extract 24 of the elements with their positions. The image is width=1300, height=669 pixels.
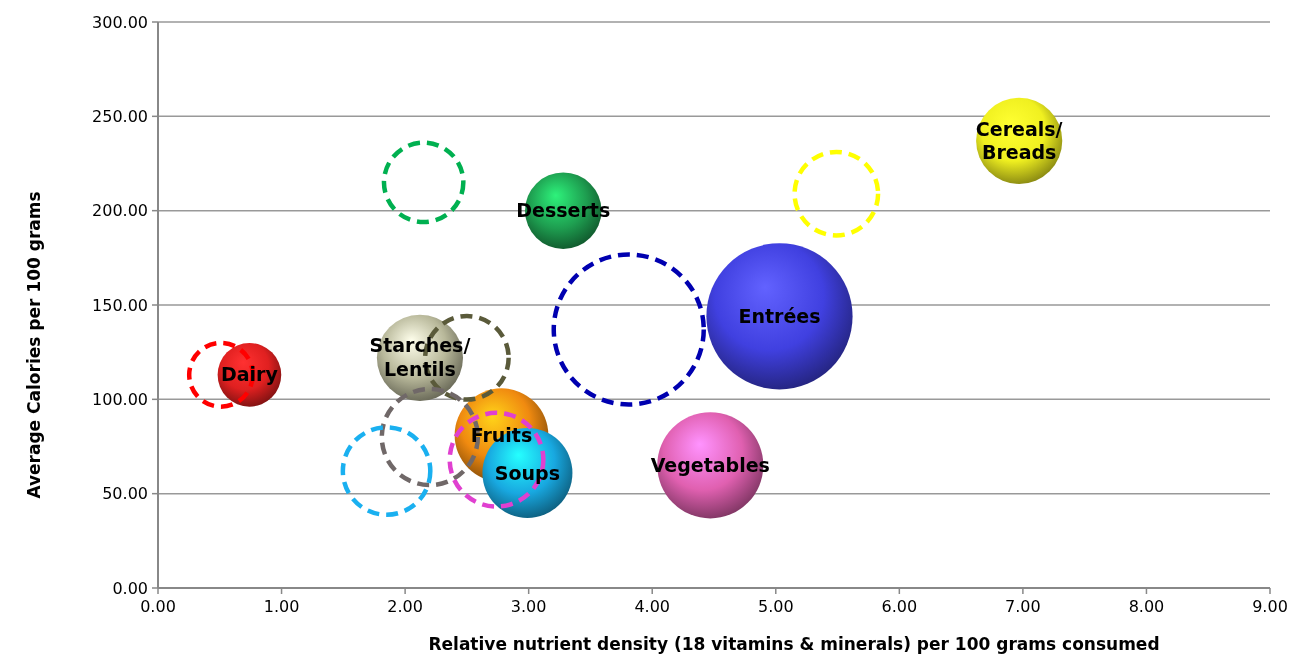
x-tick-label: 0.00 bbox=[140, 597, 176, 616]
x-tick-label: 9.00 bbox=[1252, 597, 1288, 616]
y-tick-label: 150.00 bbox=[92, 295, 148, 315]
series-label: Soups bbox=[494, 461, 561, 484]
y-tick-label: 250.00 bbox=[92, 106, 148, 126]
x-tick-label: 5.00 bbox=[757, 597, 794, 616]
x-tick-label: 8.00 bbox=[1128, 597, 1165, 616]
y-tick-label: 50.00 bbox=[102, 484, 148, 504]
x-tick-label: 7.00 bbox=[1005, 597, 1041, 616]
x-tick-label: 6.00 bbox=[881, 597, 918, 616]
y-tick-label: 0.00 bbox=[112, 578, 148, 598]
y-tick-label: 300.00 bbox=[92, 12, 148, 32]
y-tick-label: 200.00 bbox=[92, 201, 148, 221]
x-tick-label: 1.00 bbox=[263, 597, 300, 616]
series-label: Entrées bbox=[738, 304, 821, 327]
x-tick-label: 2.00 bbox=[387, 597, 423, 616]
x-axis-title: Relative nutrient density (18 vitamins & minerals) per 100 grams consumed bbox=[428, 634, 1160, 654]
series-label: Starches/ Lentils bbox=[369, 334, 471, 381]
x-tick-label: 4.00 bbox=[634, 597, 671, 616]
series-label: Fruits bbox=[470, 423, 533, 446]
x-tick-label: 3.00 bbox=[510, 597, 547, 616]
series-label: Dairy bbox=[220, 363, 279, 386]
y-tick-label: 100.00 bbox=[92, 389, 148, 409]
y-axis-title: Average Calories per 100 grams bbox=[24, 191, 44, 499]
